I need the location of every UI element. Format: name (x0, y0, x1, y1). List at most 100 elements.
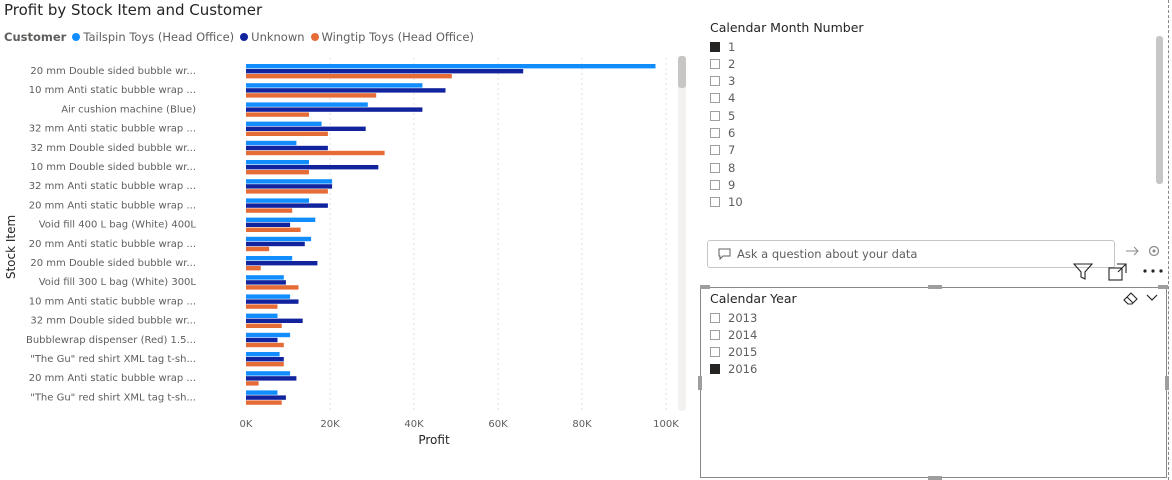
month-slicer-item[interactable]: 3 (710, 73, 735, 90)
chart-scrollbar-thumb[interactable] (678, 56, 686, 88)
bar-unknown[interactable] (246, 299, 299, 304)
bar-tailspin[interactable] (246, 160, 309, 165)
month-slicer-item[interactable]: 7 (710, 142, 735, 159)
chart-scrollbar-track[interactable] (678, 56, 686, 411)
month-slicer-item[interactable]: 4 (710, 90, 735, 107)
checkbox[interactable] (710, 93, 720, 104)
checkbox[interactable] (710, 197, 720, 208)
month-slicer-item[interactable]: 9 (710, 176, 735, 193)
month-slicer-scrollbar[interactable] (1156, 36, 1163, 184)
legend-item-unknown[interactable]: Unknown (240, 30, 305, 44)
bar-wingtip[interactable] (246, 170, 309, 175)
bar-chart[interactable]: 20 mm Double sided bubble wr... 10 mm Ant… (0, 50, 700, 480)
bar-unknown[interactable] (246, 241, 305, 247)
bar-unknown[interactable] (246, 318, 303, 323)
eraser-icon[interactable] (1123, 291, 1139, 305)
bar-unknown[interactable] (246, 222, 291, 227)
bar-tailspin[interactable] (246, 64, 656, 69)
filter-icon[interactable] (1073, 262, 1093, 280)
bar-unknown[interactable] (246, 261, 318, 266)
qa-input[interactable]: Ask a question about your data (707, 240, 1115, 268)
bar-unknown[interactable] (246, 337, 278, 343)
resize-handle[interactable] (928, 285, 942, 289)
month-slicer-item[interactable]: 10 (710, 194, 743, 211)
qa-settings-icon[interactable] (1124, 244, 1164, 258)
bar-wingtip[interactable] (246, 323, 282, 328)
bar-unknown[interactable] (246, 184, 333, 189)
bar-wingtip[interactable] (246, 131, 328, 136)
checkbox[interactable] (710, 364, 720, 375)
bar-wingtip[interactable] (246, 304, 278, 309)
legend-item-tailspin[interactable]: Tailspin Toys (Head Office) (72, 30, 234, 44)
checkbox[interactable] (710, 128, 720, 138)
bar-tailspin[interactable] (246, 217, 316, 222)
bar-tailspin[interactable] (246, 102, 368, 107)
checkbox[interactable] (710, 329, 720, 340)
bar-unknown[interactable] (246, 203, 328, 208)
bar-unknown[interactable] (246, 126, 366, 131)
bar-tailspin[interactable] (246, 256, 293, 261)
bar-unknown[interactable] (246, 280, 286, 285)
bar-unknown[interactable] (246, 88, 446, 93)
bar-tailspin[interactable] (246, 390, 278, 395)
year-slicer-item[interactable]: 2013 (710, 309, 757, 326)
month-slicer-item[interactable]: 1 (710, 38, 735, 55)
resize-handle[interactable] (700, 285, 710, 289)
month-slicer-item[interactable]: 6 (710, 125, 735, 142)
month-slicer-item[interactable]: 2 (710, 55, 735, 72)
bar-wingtip[interactable] (246, 381, 259, 386)
bar-unknown[interactable] (246, 69, 524, 74)
month-slicer-item[interactable]: 5 (710, 107, 735, 124)
bar-wingtip[interactable] (246, 342, 284, 348)
bar-wingtip[interactable] (246, 74, 452, 79)
bar-tailspin[interactable] (246, 121, 322, 126)
year-slicer-item[interactable]: 2015 (710, 344, 757, 361)
year-slicer-item[interactable]: 2016 (710, 361, 757, 378)
bar-tailspin[interactable] (246, 294, 291, 299)
bar-tailspin[interactable] (246, 198, 309, 203)
bar-wingtip[interactable] (246, 266, 261, 271)
resize-handle[interactable] (698, 376, 702, 390)
bar-wingtip[interactable] (246, 112, 309, 117)
checkbox[interactable] (710, 76, 720, 87)
bar-wingtip[interactable] (246, 208, 293, 213)
checkbox[interactable] (710, 58, 720, 69)
checkbox[interactable] (710, 347, 720, 358)
checkbox[interactable] (710, 41, 720, 52)
bar-unknown[interactable] (246, 376, 297, 381)
bar-wingtip[interactable] (246, 362, 284, 367)
bar-wingtip[interactable] (246, 285, 299, 290)
legend-item-wingtip[interactable]: Wingtip Toys (Head Office) (310, 30, 474, 44)
bar-wingtip[interactable] (246, 400, 282, 405)
year-slicer-item[interactable]: 2014 (710, 326, 757, 343)
bar-wingtip[interactable] (246, 246, 270, 252)
bar-tailspin[interactable] (246, 332, 291, 338)
checkbox[interactable] (710, 145, 720, 156)
checkbox[interactable] (710, 162, 720, 173)
bar-tailspin[interactable] (246, 352, 280, 357)
bar-unknown[interactable] (246, 107, 423, 112)
bar-tailspin[interactable] (246, 275, 284, 280)
checkbox[interactable] (710, 312, 720, 323)
bar-unknown[interactable] (246, 145, 328, 151)
resize-handle[interactable] (1158, 285, 1168, 289)
bar-unknown[interactable] (246, 357, 284, 362)
more-options-icon[interactable] (1142, 268, 1164, 274)
chevron-down-icon[interactable] (1146, 294, 1158, 302)
focus-mode-icon[interactable] (1108, 263, 1128, 281)
checkbox[interactable] (710, 179, 720, 190)
bar-wingtip[interactable] (246, 227, 301, 232)
bar-wingtip[interactable] (246, 189, 328, 194)
bar-tailspin[interactable] (246, 140, 297, 146)
bar-tailspin[interactable] (246, 179, 333, 184)
resize-handle[interactable] (1165, 376, 1169, 390)
bar-tailspin[interactable] (246, 83, 423, 88)
resize-handle[interactable] (928, 476, 942, 480)
bar-wingtip[interactable] (246, 150, 385, 156)
chart-bars[interactable] (246, 64, 656, 405)
month-slicer-item[interactable]: 8 (710, 159, 735, 176)
bar-unknown[interactable] (246, 165, 379, 170)
bar-unknown[interactable] (246, 395, 286, 400)
bar-tailspin[interactable] (246, 236, 312, 242)
bar-tailspin[interactable] (246, 371, 291, 376)
